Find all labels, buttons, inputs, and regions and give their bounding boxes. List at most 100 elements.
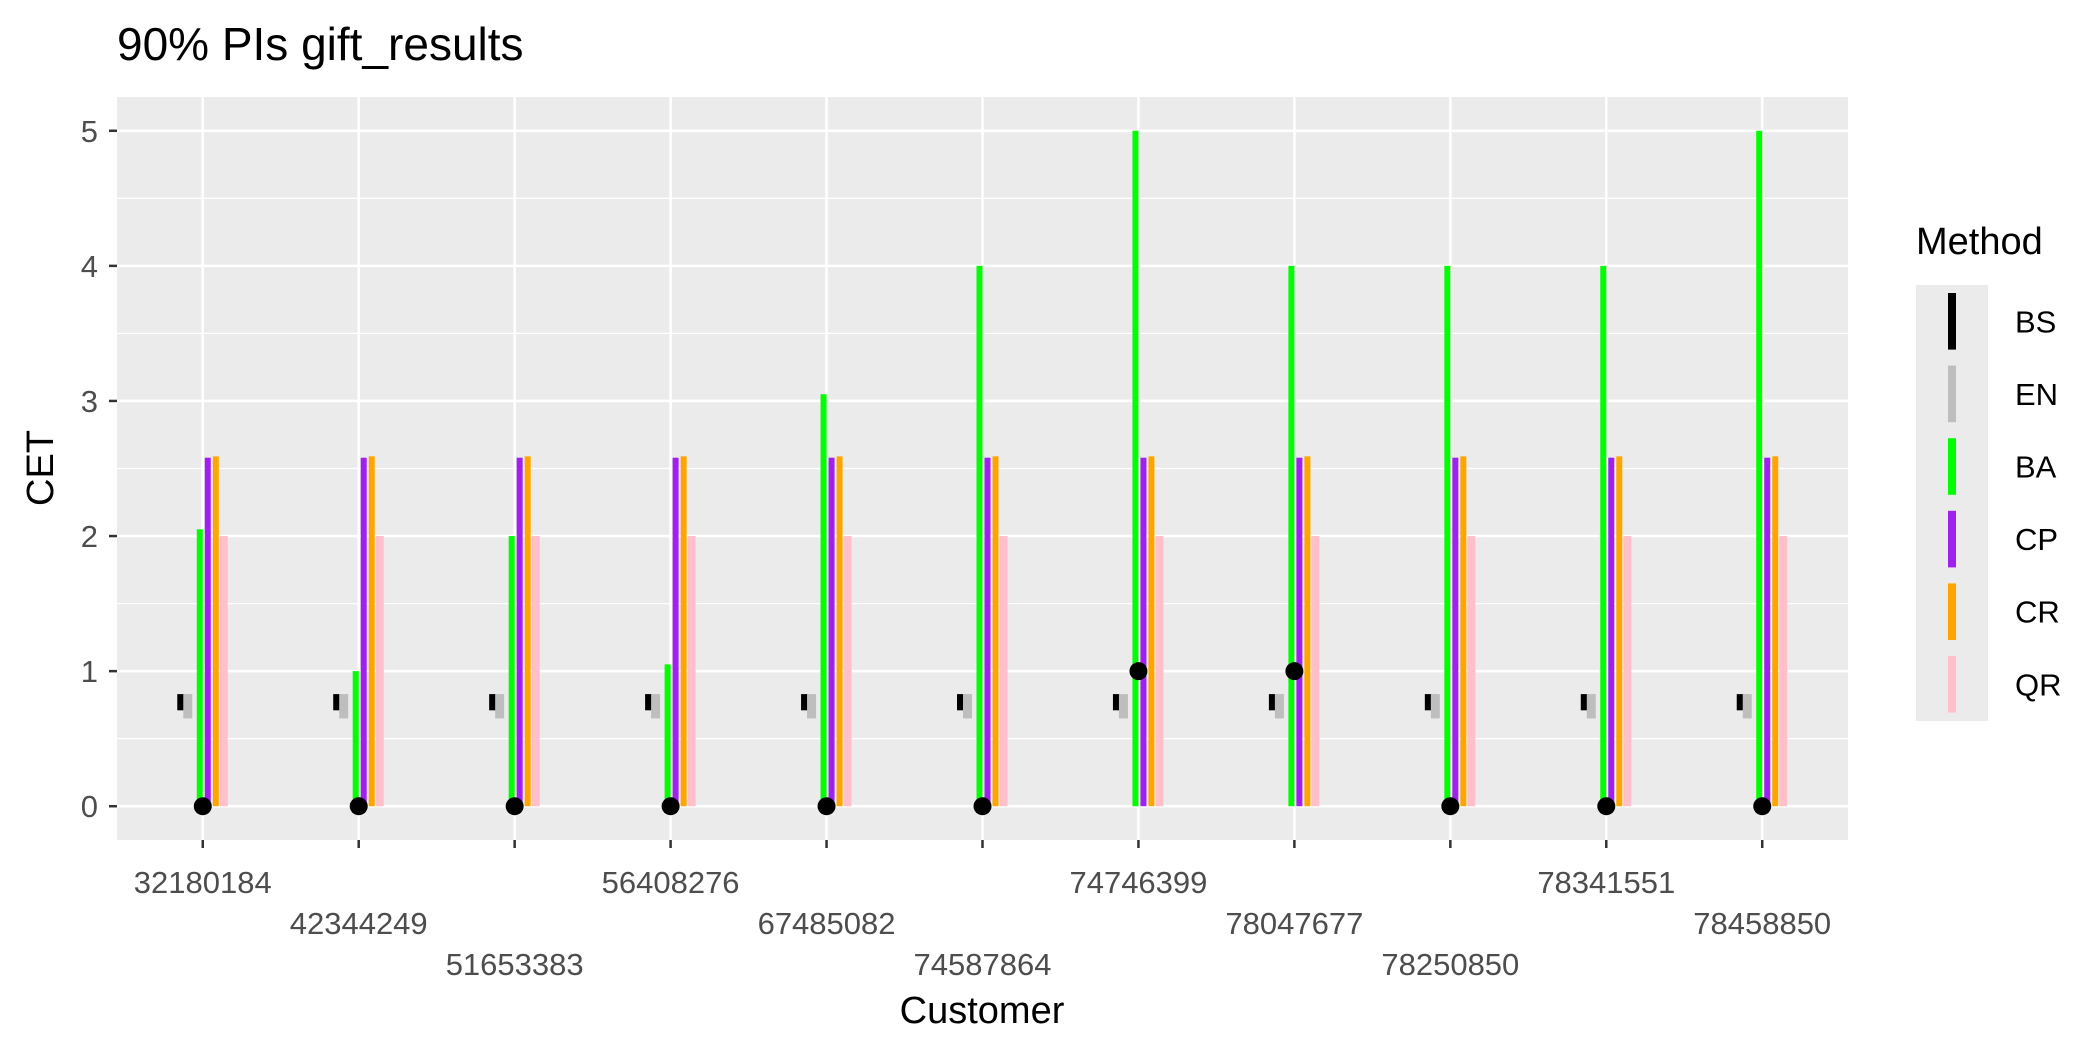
interval-bar-cp xyxy=(1140,457,1147,807)
observed-point xyxy=(1129,662,1148,681)
x-tick-label: 78458850 xyxy=(1693,906,1831,941)
interval-bar-cp xyxy=(1764,457,1771,807)
x-tick-label: 51653383 xyxy=(446,947,584,982)
legend: Method BS EN BA CP CR QR xyxy=(1916,221,2062,721)
y-tick-label: 0 xyxy=(81,789,98,824)
interval-bar-qr xyxy=(1155,536,1164,807)
interval-bar-qr xyxy=(687,536,696,807)
x-axis-title: Customer xyxy=(900,990,1065,1032)
interval-bar-en xyxy=(1742,694,1752,719)
interval-bar-bs xyxy=(333,694,341,711)
interval-bar-ba xyxy=(1600,265,1607,807)
observed-points xyxy=(193,662,1772,816)
interval-bar-en xyxy=(339,694,349,719)
interval-bar-ba xyxy=(1444,265,1451,807)
y-tick-label: 3 xyxy=(81,384,98,419)
interval-bar-bs xyxy=(1424,694,1432,711)
interval-bar-cr xyxy=(992,456,999,807)
interval-bar-cr xyxy=(680,456,687,807)
interval-bar-cr xyxy=(836,456,843,807)
interval-bar-bs xyxy=(177,694,185,711)
interval-bar-cp xyxy=(984,457,991,807)
interval-bar-cr xyxy=(524,456,531,807)
x-tick-label: 74746399 xyxy=(1069,865,1207,900)
interval-bar-cr xyxy=(368,456,375,807)
observed-point xyxy=(1285,662,1304,681)
interval-bar-cp xyxy=(1296,457,1303,807)
y-tick-label: 2 xyxy=(81,519,98,554)
y-tick-label: 1 xyxy=(81,654,98,689)
observed-point xyxy=(817,797,836,816)
y-axis-title: CET xyxy=(20,430,62,506)
interval-bar-bs xyxy=(1736,694,1744,711)
interval-bar-en xyxy=(1274,694,1284,719)
y-tick-label: 5 xyxy=(81,114,98,149)
interval-bar-ba xyxy=(352,671,359,807)
legend-label: CR xyxy=(2015,595,2060,630)
observed-point xyxy=(193,797,212,816)
interval-bar-ba xyxy=(664,664,671,807)
interval-bar-cp xyxy=(1452,457,1459,807)
interval-bar-qr xyxy=(219,536,228,807)
legend-key-cp xyxy=(1948,510,1956,568)
interval-bar-qr xyxy=(843,536,852,807)
observed-point xyxy=(349,797,368,816)
interval-bar-en xyxy=(651,694,661,719)
interval-bar-cr xyxy=(1772,456,1779,807)
interval-bar-bs xyxy=(1268,694,1276,711)
interval-bar-cr xyxy=(1616,456,1623,807)
legend-title: Method xyxy=(1916,221,2043,263)
interval-bar-ba xyxy=(508,536,515,807)
interval-bar-cr xyxy=(1304,456,1311,807)
interval-bar-bs xyxy=(801,694,809,711)
observed-point xyxy=(973,797,992,816)
y-tick-label: 4 xyxy=(81,249,98,284)
legend-label: BS xyxy=(2015,304,2056,339)
interval-bar-qr xyxy=(375,536,384,807)
legend-key-background xyxy=(1916,285,1988,721)
observed-point xyxy=(1441,797,1460,816)
interval-bar-cp xyxy=(1608,457,1615,807)
chart-title: 90% PIs gift_results xyxy=(117,18,524,70)
interval-bar-bs xyxy=(1580,694,1588,711)
x-tick-label: 56408276 xyxy=(602,865,740,900)
interval-bar-cp xyxy=(672,457,679,807)
x-tick-label: 32180184 xyxy=(134,865,272,900)
legend-key-bs xyxy=(1948,293,1956,350)
interval-bar-en xyxy=(1586,694,1596,719)
legend-key-qr xyxy=(1948,656,1956,713)
interval-bar-qr xyxy=(531,536,540,807)
interval-bar-en xyxy=(807,694,817,719)
interval-bar-ba xyxy=(1132,130,1139,807)
interval-bar-ba xyxy=(196,529,203,807)
observed-point xyxy=(661,797,680,816)
interval-bar-en xyxy=(495,694,505,719)
interval-bar-qr xyxy=(999,536,1008,807)
legend-label: QR xyxy=(2015,667,2062,702)
interval-bar-ba xyxy=(1288,265,1295,807)
interval-bar-en xyxy=(963,694,972,719)
interval-bar-cr xyxy=(1460,456,1467,807)
observed-point xyxy=(1753,797,1772,816)
interval-bar-en xyxy=(1118,694,1128,719)
legend-key-cr xyxy=(1948,583,1956,640)
interval-bar-qr xyxy=(1779,536,1788,807)
interval-bar-qr xyxy=(1467,536,1476,807)
interval-bar-cp xyxy=(204,457,211,807)
legend-key-en xyxy=(1948,365,1956,423)
x-tick-label: 74587864 xyxy=(914,947,1052,982)
interval-bar-cp xyxy=(516,457,523,807)
interval-bar-cr xyxy=(212,456,219,807)
legend-label: BA xyxy=(2015,450,2057,485)
x-tick-label: 78047677 xyxy=(1225,906,1363,941)
interval-bar-bs xyxy=(645,694,653,711)
interval-bar-ba xyxy=(820,394,827,807)
interval-bar-ba xyxy=(1756,130,1763,807)
interval-bar-cp xyxy=(828,457,835,807)
legend-label: EN xyxy=(2015,377,2058,412)
interval-bar-qr xyxy=(1623,536,1632,807)
interval-bar-bs xyxy=(1112,694,1120,711)
x-tick-label: 42344249 xyxy=(290,906,428,941)
